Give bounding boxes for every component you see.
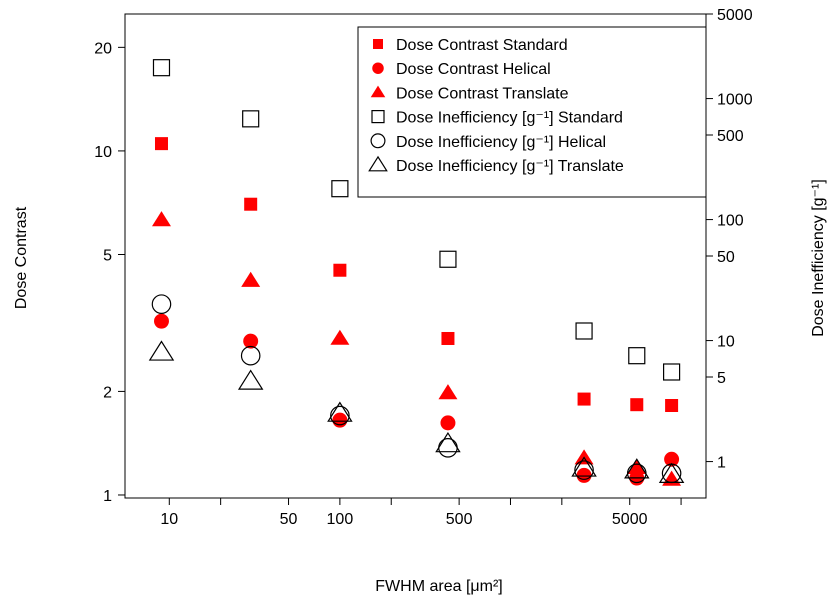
x-tick-label: 100 [327,511,354,528]
data-point [628,347,646,365]
legend-marker [370,85,386,98]
series-0 [154,137,679,412]
data-point [438,437,458,458]
legend-label: Dose Inefficiency [g⁻¹] Translate [396,158,624,175]
legend-label: Dose Contrast Standard [396,37,568,54]
x-tick-label: 50 [280,511,298,528]
data-point [664,451,680,467]
series-1 [154,313,680,486]
data-point [151,294,172,314]
data-point [441,331,455,345]
data-point [331,180,349,198]
data-point [630,398,644,412]
series-5 [148,340,685,484]
y-right-tick-label: 1000 [717,92,753,109]
y-axis-right: 1 5 10 50 100 500 1000 5000 [706,7,753,472]
y-left-axis-title: Dose Contrast [13,206,30,309]
legend-marker [370,133,386,149]
data-point [240,345,261,366]
data-point [152,211,171,227]
data-point [154,137,168,151]
y-right-tick-label: 1 [717,455,726,472]
data-point [242,110,260,128]
data-point [154,313,169,329]
data-point [439,250,457,268]
legend-marker [368,155,388,172]
y-right-tick-label: 5000 [717,7,753,24]
legend-marker [371,109,385,124]
y-right-tick-label: 10 [717,334,735,351]
legend-label: Dose Contrast Translate [396,85,569,102]
y-right-tick-label: 100 [717,213,744,230]
data-point [435,431,461,453]
legend: Dose Contrast Standard Dose Contrast Heli… [357,26,707,198]
data-point [244,197,258,211]
y-left-tick-label: 5 [103,247,112,264]
x-tick-label: 500 [446,511,473,528]
data-point [571,456,597,477]
data-points [148,59,685,486]
data-point [148,340,175,361]
data-point [627,458,647,475]
x-axis-title: FWHM area [μm²] [375,578,502,595]
data-point [327,401,353,422]
data-point [574,460,594,480]
series-2 [152,211,682,486]
legend-label: Dose Inefficiency [g⁻¹] Helical [396,134,606,151]
series-4 [151,294,682,484]
data-point [333,263,347,277]
series-3 [152,59,681,381]
data-point [330,405,350,426]
data-point [243,333,259,349]
data-point [440,415,456,431]
data-point [241,271,261,287]
data-point [438,384,458,400]
data-point [577,392,591,406]
data-point [663,363,681,381]
y-left-tick-label: 2 [103,384,112,401]
legend-marker [372,62,384,74]
data-point [332,412,348,428]
y-right-tick-label: 500 [717,128,744,145]
data-point [658,462,685,484]
data-point [237,369,264,390]
legend-marker [373,39,383,49]
legend-label: Dose Inefficiency [g⁻¹] Standard [396,110,623,127]
y-axis-left: 1 2 5 10 20 [94,40,125,505]
x-tick-label: 10 [160,511,178,528]
data-point [624,458,650,479]
data-point [152,59,171,77]
data-point [662,470,682,486]
data-point [576,467,592,483]
x-tick-label: 5000 [612,511,648,528]
y-left-tick-label: 20 [94,40,112,57]
legend-label: Dose Contrast Helical [396,61,551,78]
data-point [665,398,679,412]
y-left-tick-label: 10 [94,144,112,161]
data-point [330,329,350,345]
y-left-tick-label: 1 [103,488,112,505]
data-point [575,322,593,340]
y-right-axis-title: Dose Inefficiency [g⁻¹] [810,179,827,337]
y-right-tick-label: 50 [717,249,735,266]
legend-box [357,26,707,198]
y-right-tick-label: 5 [717,370,726,387]
x-axis: 10 50 100 500 5000 [160,498,682,528]
